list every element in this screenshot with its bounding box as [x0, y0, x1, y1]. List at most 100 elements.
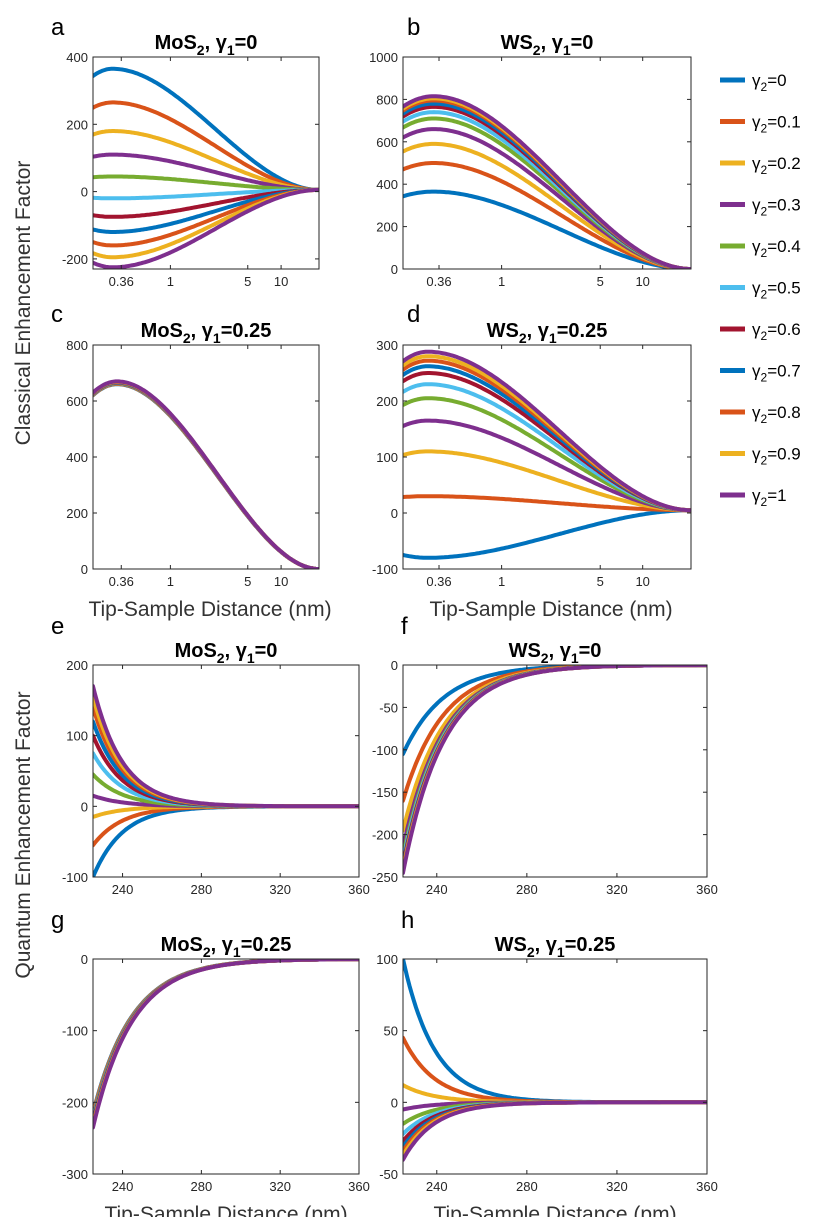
legend-entry: γ2=0: [752, 71, 787, 94]
series-line-0: [403, 508, 691, 560]
y-tick-label: -150: [372, 785, 398, 800]
series-group: [93, 684, 359, 877]
y-tick-label: 0: [81, 952, 88, 967]
y-tick-label: 0: [391, 658, 398, 673]
x-axis-label: Tip-Sample Distance (nm): [88, 598, 331, 621]
x-tick-label: 1: [498, 274, 505, 289]
series-group: [403, 94, 691, 269]
x-tick-label: 0.36: [426, 274, 451, 289]
y-tick-label: -50: [379, 1167, 398, 1182]
y-tick-label: 600: [376, 135, 398, 150]
x-tick-label: 0.36: [109, 574, 134, 589]
x-tick-label: 0.36: [109, 274, 134, 289]
y-tick-label: 0: [391, 506, 398, 521]
classical-y-axis-label: Classical Enhancement Factor: [12, 161, 35, 446]
panel-letter: g: [51, 907, 64, 934]
series-line-10: [403, 1100, 707, 1162]
x-tick-label: 240: [426, 1179, 448, 1194]
x-tick-label: 240: [426, 882, 448, 897]
y-tick-label: 800: [66, 338, 88, 353]
legend-entry: γ2=0.9: [752, 445, 801, 468]
panel-b: 0 200 400 600 800 1000 0.36 1 5 10 WS2, γ1=0 b: [369, 14, 692, 289]
series-line-1: [403, 494, 691, 513]
y-tick-label: -300: [62, 1167, 88, 1182]
x-tick-label: 240: [112, 1179, 134, 1194]
panel-letter: d: [407, 301, 420, 328]
x-tick-label: 280: [191, 882, 213, 897]
series-group: [93, 959, 359, 1130]
y-tick-label: 100: [66, 729, 88, 744]
series-group: [93, 379, 319, 569]
series-line-0: [93, 66, 319, 192]
axes-box: [402, 664, 708, 878]
panel-letter: f: [401, 613, 408, 640]
y-tick-label: 0: [81, 562, 88, 577]
y-tick-label: -100: [372, 743, 398, 758]
x-tick-label: 280: [516, 882, 538, 897]
x-axis-label: Tip-Sample Distance (pm): [104, 1203, 347, 1217]
y-tick-label: -250: [372, 870, 398, 885]
series-line-10: [93, 379, 319, 569]
panel-title: WS2, γ1=0.25: [495, 934, 616, 960]
y-tick-label: -100: [62, 1024, 88, 1039]
y-tick-label: 1000: [369, 50, 398, 65]
series-group: [403, 349, 691, 560]
x-tick-label: 5: [597, 274, 604, 289]
panel-f: -250 -200 -150 -100 -50 0 240 280 320 360 WS2, γ1=…: [372, 613, 718, 897]
y-tick-label: -200: [62, 1095, 88, 1110]
x-tick-label: 320: [606, 1179, 628, 1194]
x-tick-label: 5: [597, 574, 604, 589]
y-tick-label: -200: [372, 828, 398, 843]
x-tick-label: 320: [269, 882, 291, 897]
legend-entry: γ2=0.3: [752, 196, 801, 219]
legend-entry: γ2=0.7: [752, 362, 801, 385]
x-tick-label: 360: [696, 1179, 718, 1194]
y-tick-label: 50: [384, 1024, 398, 1039]
series-line-10: [403, 349, 691, 513]
y-tick-label: 200: [66, 506, 88, 521]
x-tick-label: 360: [696, 882, 718, 897]
x-tick-label: 280: [516, 1179, 538, 1194]
y-tick-label: -100: [62, 870, 88, 885]
y-tick-label: 600: [66, 394, 88, 409]
x-tick-label: 360: [348, 882, 370, 897]
legend-entry: γ2=1: [752, 486, 787, 509]
y-tick-label: 400: [66, 450, 88, 465]
y-tick-label: -200: [62, 252, 88, 267]
panel-letter: c: [51, 301, 63, 328]
series-line-2: [403, 449, 691, 513]
x-tick-label: 1: [498, 574, 505, 589]
y-tick-label: 400: [376, 177, 398, 192]
x-tick-label: 10: [635, 274, 649, 289]
y-tick-label: 200: [376, 394, 398, 409]
y-tick-label: 300: [376, 338, 398, 353]
axes-box: [92, 958, 360, 1175]
legend-entry: γ2=0.5: [752, 279, 801, 302]
y-tick-label: -100: [372, 562, 398, 577]
axes-box: [402, 958, 708, 1175]
y-tick-label: 0: [391, 1095, 398, 1110]
series-line-10: [403, 94, 691, 269]
panel-d: -100 0 100 200 300 0.36 1 5 10 WS2, γ1=0.25 d Tip-S…: [372, 301, 692, 621]
x-axis-label: Tip-Sample Distance (pm): [433, 1203, 676, 1217]
y-tick-label: 0: [81, 185, 88, 200]
x-tick-label: 10: [274, 274, 288, 289]
x-tick-label: 0.36: [426, 574, 451, 589]
legend-entry: γ2=0.4: [752, 237, 801, 260]
y-tick-label: 100: [376, 450, 398, 465]
panel-h: -50 0 50 100 240 280 320 360 WS2, γ1=0.25 h Tip-Sa…: [376, 907, 718, 1217]
axes-box: [402, 56, 692, 270]
panel-title: WS2, γ1=0: [501, 32, 594, 58]
legend-entry: γ2=0.6: [752, 320, 801, 343]
y-tick-label: 0: [391, 262, 398, 277]
panel-title: MoS2, γ1=0.25: [161, 934, 292, 960]
legend-entry: γ2=0.2: [752, 154, 801, 177]
panel-a: -200 0 200 400 0.36 1 5 10 MoS2, γ1=0 a: [51, 14, 320, 289]
panel-g: -300 -200 -100 0 240 280 320 360 MoS2, γ1=0.25 g T…: [51, 907, 370, 1217]
x-axis-label: Tip-Sample Distance (nm): [429, 598, 672, 621]
legend-entry: γ2=0.1: [752, 113, 801, 136]
x-tick-label: 1: [167, 574, 174, 589]
series-line-1: [93, 100, 319, 192]
